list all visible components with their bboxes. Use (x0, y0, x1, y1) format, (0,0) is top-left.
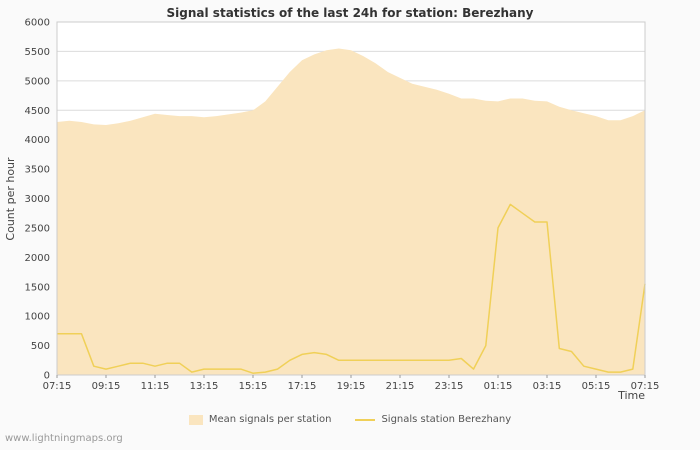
legend-label-mean: Mean signals per station (208, 414, 332, 425)
svg-text:15:15: 15:15 (239, 381, 268, 392)
series-line-station (57, 203, 646, 374)
svg-text:05:15: 05:15 (582, 381, 611, 392)
svg-text:5000: 5000 (25, 76, 50, 87)
svg-text:5500: 5500 (25, 47, 50, 58)
watermark-text: www.lightningmaps.org (5, 433, 123, 444)
svg-text:3000: 3000 (25, 194, 50, 205)
series-area-mean (57, 48, 645, 375)
svg-text:09:15: 09:15 (92, 381, 121, 392)
svg-text:21:15: 21:15 (386, 381, 415, 392)
svg-text:13:15: 13:15 (190, 381, 219, 392)
svg-text:01:15: 01:15 (484, 381, 513, 392)
line-swatch-icon (355, 418, 376, 421)
svg-text:500: 500 (31, 341, 50, 352)
svg-text:1000: 1000 (25, 312, 50, 323)
svg-text:07:15: 07:15 (631, 381, 660, 392)
x-axis-label: Time (618, 389, 645, 402)
legend-item-mean: Mean signals per station (188, 414, 332, 425)
plot-area: 0 500 1000 1500 2000 2500 3000 3500 4000 4500 5000… (25, 18, 660, 393)
area-swatch-icon (188, 414, 203, 425)
svg-text:0: 0 (44, 371, 50, 382)
svg-text:07:15: 07:15 (43, 381, 72, 392)
legend-item-station: Signals station Berezhany (355, 414, 511, 425)
svg-text:23:15: 23:15 (435, 381, 464, 392)
svg-text:4000: 4000 (25, 135, 50, 146)
svg-text:3500: 3500 (25, 165, 50, 176)
svg-text:19:15: 19:15 (337, 381, 366, 392)
svg-text:2500: 2500 (25, 223, 50, 234)
legend: Mean signals per station Signals station… (0, 414, 700, 425)
svg-text:03:15: 03:15 (533, 381, 562, 392)
svg-text:1500: 1500 (25, 282, 50, 293)
svg-text:11:15: 11:15 (141, 381, 170, 392)
svg-text:17:15: 17:15 (288, 381, 317, 392)
chart-title: Signal statistics of the last 24h for st… (166, 6, 534, 20)
svg-text:4500: 4500 (25, 106, 50, 117)
svg-text:2000: 2000 (25, 253, 50, 264)
legend-label-station: Signals station Berezhany (381, 414, 512, 425)
svg-text:6000: 6000 (25, 18, 50, 29)
